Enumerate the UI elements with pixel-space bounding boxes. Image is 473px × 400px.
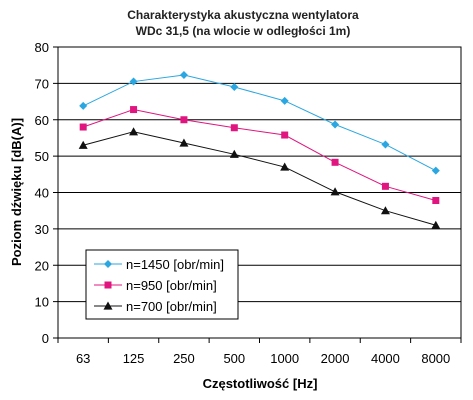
- y-axis-ticks: 0 10 20 30 40 50 60 70 80: [35, 40, 58, 346]
- y-tick-label: 20: [35, 258, 49, 273]
- y-axis-label: Poziom dźwięku [dB(A)]: [9, 118, 24, 266]
- x-tick-label: 125: [123, 351, 145, 366]
- x-tick-label: 2000: [321, 351, 350, 366]
- data-point: [179, 71, 188, 80]
- data-point: [330, 187, 340, 196]
- series-2: [79, 106, 440, 205]
- legend-entry: n=1450 [obr/min]: [94, 257, 224, 272]
- y-tick-label: 30: [35, 222, 49, 237]
- x-tick-label: 500: [223, 351, 245, 366]
- data-point: [431, 166, 440, 175]
- data-point: [229, 149, 239, 158]
- data-point: [230, 83, 239, 92]
- y-tick-label: 40: [35, 186, 49, 201]
- series-3: [78, 127, 441, 229]
- x-tick-label: 4000: [371, 351, 400, 366]
- legend: n=1450 [obr/min] n=950 [obr/min] n=700 [ob…: [85, 249, 239, 320]
- x-tick-label: 8000: [421, 351, 450, 366]
- series-group: [78, 71, 441, 229]
- x-axis-label: Częstotliwość [Hz]: [203, 376, 318, 391]
- data-point: [381, 182, 389, 190]
- data-point: [79, 123, 87, 131]
- data-point: [78, 140, 88, 149]
- data-point: [180, 116, 188, 124]
- legend-marker: [103, 301, 113, 310]
- series-line: [83, 131, 436, 226]
- legend-label: n=950 [obr/min]: [126, 278, 217, 293]
- data-point: [431, 220, 441, 229]
- legend-entry: n=700 [obr/min]: [94, 299, 217, 314]
- legend-entry: n=950 [obr/min]: [94, 278, 217, 293]
- series-1: [79, 71, 440, 175]
- y-tick-label: 80: [35, 40, 49, 55]
- data-point: [381, 140, 390, 149]
- y-tick-label: 0: [42, 331, 49, 346]
- data-point: [432, 197, 440, 205]
- y-tick-label: 50: [35, 149, 49, 164]
- data-point: [130, 106, 138, 114]
- data-point: [280, 162, 290, 171]
- series-line: [83, 109, 436, 201]
- chart-title-line-2: WDc 31,5 (na wlocie w odległości 1m): [136, 24, 351, 38]
- data-point: [129, 127, 139, 136]
- series-line: [82, 74, 437, 172]
- data-point: [179, 138, 189, 147]
- y-tick-label: 70: [35, 76, 49, 91]
- x-tick-label: 250: [173, 351, 195, 366]
- x-tick-label: 1000: [270, 351, 299, 366]
- data-point: [331, 158, 339, 166]
- legend-marker: [104, 281, 112, 289]
- y-tick-label: 60: [35, 113, 49, 128]
- legend-label: n=1450 [obr/min]: [126, 257, 224, 272]
- legend-marker: [104, 260, 112, 268]
- data-point: [281, 131, 289, 139]
- data-point: [380, 206, 390, 215]
- data-point: [79, 101, 88, 110]
- x-axis-ticks: 63 125 250 500 1000 2000 4000 8000: [57, 338, 462, 366]
- data-point: [331, 120, 340, 129]
- data-point: [129, 77, 138, 86]
- x-tick-label: 63: [76, 351, 90, 366]
- legend-label: n=700 [obr/min]: [126, 299, 217, 314]
- chart-title-line-1: Charakterystyka akustyczna wentylatora: [127, 8, 359, 22]
- data-point: [280, 96, 289, 105]
- y-tick-label: 10: [35, 295, 49, 310]
- data-point: [230, 124, 238, 132]
